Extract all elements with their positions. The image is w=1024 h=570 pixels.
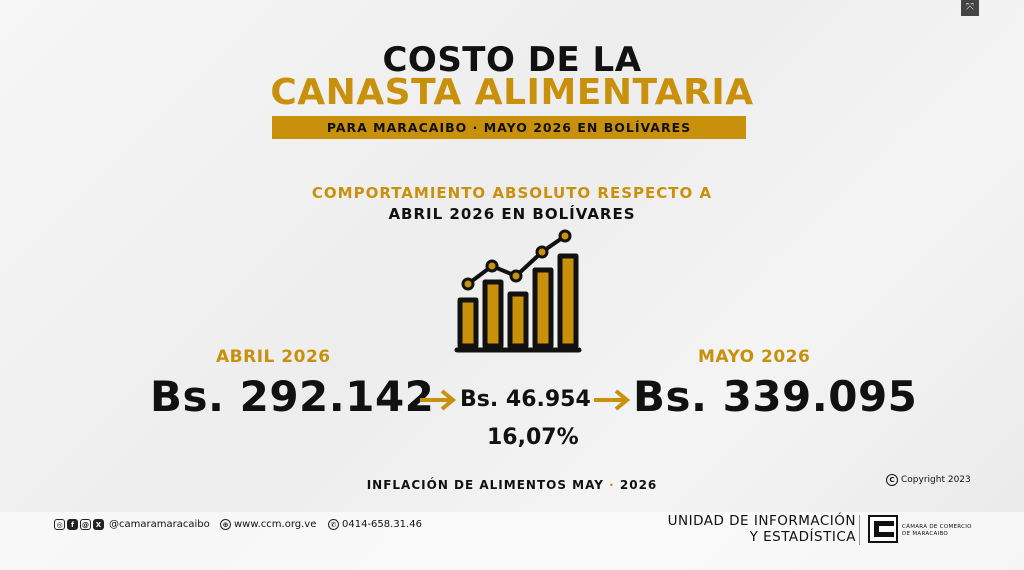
growth-chart-icon bbox=[454, 229, 582, 353]
copyright-notice: C Copyright 2023 bbox=[886, 474, 971, 486]
unit-name-line1: UNIDAD DE INFORMACIÓN bbox=[667, 513, 856, 529]
may-value: Bs. 339.095 bbox=[633, 372, 918, 421]
facebook-icon[interactable]: f bbox=[67, 519, 78, 530]
instagram-icon[interactable]: ◎ bbox=[54, 519, 65, 530]
may-label: MAYO 2026 bbox=[698, 347, 811, 367]
page-title-line1: COSTO DE LA bbox=[382, 40, 642, 80]
caption-year: 2026 bbox=[619, 478, 658, 492]
copyright-text: Copyright 2023 bbox=[901, 475, 971, 485]
caption-separator: · bbox=[609, 478, 615, 492]
whatsapp-icon: ✆ bbox=[328, 519, 339, 530]
website-link[interactable]: ⊕ www.ccm.org.ve bbox=[220, 519, 316, 530]
copyright-icon: C bbox=[886, 474, 898, 486]
inflation-percent: 16,07% bbox=[487, 425, 579, 450]
social-links: ◎ f @ X @camaramaracaibo bbox=[54, 519, 210, 530]
chamber-logo-icon bbox=[868, 515, 898, 543]
april-label: ABRIL 2026 bbox=[216, 347, 331, 367]
arrow-right-icon bbox=[420, 389, 457, 411]
section-heading-line1: COMPORTAMIENTO ABSOLUTO RESPECTO A bbox=[311, 184, 713, 202]
chamber-name: CÁMARA DE COMERCIO DE MARACAIBO bbox=[902, 524, 982, 538]
fullscreen-icon[interactable]: ⤧ bbox=[961, 0, 979, 16]
social-handle[interactable]: @camaramaracaibo bbox=[109, 519, 210, 530]
phone-contact[interactable]: ✆ 0414-658.31.46 bbox=[328, 519, 422, 530]
section-heading-line2: ABRIL 2026 EN BOLÍVARES bbox=[388, 205, 636, 223]
difference-value: Bs. 46.954 bbox=[460, 387, 591, 412]
april-value: Bs. 292.142 bbox=[150, 372, 435, 421]
arrow-right-icon bbox=[594, 389, 631, 411]
caption-main: INFLACIÓN DE ALIMENTOS MAY bbox=[366, 478, 604, 492]
web-icon: ⊕ bbox=[220, 519, 231, 530]
inflation-caption: INFLACIÓN DE ALIMENTOS MAY · 2026 bbox=[0, 478, 1024, 492]
threads-icon[interactable]: @ bbox=[80, 519, 91, 530]
subtitle-banner: PARA MARACAIBO · MAYO 2026 EN BOLÍVARES bbox=[272, 116, 746, 139]
page-title-line2: CANASTA ALIMENTARIA bbox=[270, 72, 754, 113]
phone-text[interactable]: 0414-658.31.46 bbox=[342, 519, 422, 530]
website-text[interactable]: www.ccm.org.ve bbox=[234, 519, 317, 530]
footer-band bbox=[0, 512, 1024, 570]
footer-divider bbox=[859, 515, 860, 545]
unit-name: UNIDAD DE INFORMACIÓN Y ESTADÍSTICA bbox=[664, 513, 856, 545]
x-icon[interactable]: X bbox=[93, 519, 104, 530]
chamber-name-line1: CÁMARA DE COMERCIO bbox=[902, 524, 972, 530]
chamber-name-line2: DE MARACAIBO bbox=[902, 531, 949, 537]
unit-name-line2: Y ESTADÍSTICA bbox=[749, 529, 856, 545]
